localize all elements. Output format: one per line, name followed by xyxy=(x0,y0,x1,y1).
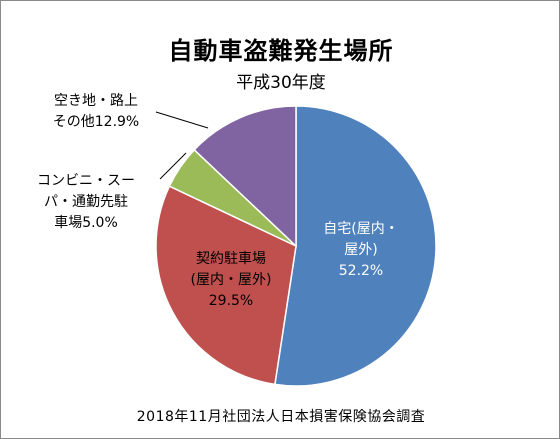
slice-label-line: 52.2% xyxy=(339,263,383,279)
slice-label-line: パ・通勤先駐 xyxy=(44,194,128,210)
pie-slice-0 xyxy=(274,105,437,387)
pie-slice-3 xyxy=(193,105,297,248)
slice-label-line: 車場5.0% xyxy=(54,214,118,231)
slice-label-line: 自宅(屋内・ xyxy=(323,221,398,237)
slice-label-0: 自宅(屋内・屋外) 52.2% xyxy=(323,221,398,279)
leader-line-3 xyxy=(155,111,209,129)
slice-label-line: 屋外) xyxy=(344,242,377,258)
slice-label-line: 契約駐車場 xyxy=(196,250,266,267)
slice-label-line: コンビニ・スー xyxy=(37,173,135,189)
leader-line-2 xyxy=(159,152,187,180)
chart-title: 自動車盗難発生場所 xyxy=(168,37,394,65)
slice-label-3: 空き地・路上その他12.9% xyxy=(53,93,139,130)
slice-label-line: (屋内・屋外) xyxy=(191,272,272,288)
chart-subtitle: 平成30年度 xyxy=(236,73,326,93)
slice-label-1: 契約駐車場 (屋内・屋外) 29.5% xyxy=(191,250,272,309)
slice-label-2: コンビニ・スーパ・通勤先駐車場5.0% xyxy=(37,173,135,231)
slice-label-line: 29.5% xyxy=(209,293,253,309)
chart-source: 2018年11月社団法人日本損害保険協会調査 xyxy=(136,409,426,425)
slice-label-line: 空き地・路上 xyxy=(54,93,138,109)
pie-slice-1 xyxy=(155,185,297,386)
slice-label-line: その他12.9% xyxy=(53,114,139,130)
